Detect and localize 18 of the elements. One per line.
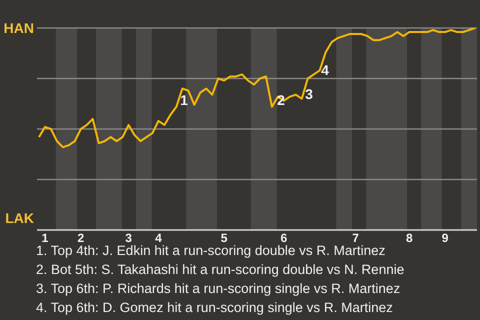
x-tick-label: 9 [442, 231, 449, 245]
text: 4. Top 6th: D. Gomez hit a run-scoring single vs R. Martinez [36, 299, 394, 317]
x-tick-label: 6 [280, 231, 288, 245]
text: 2. Bot 5th: S. Takahashi hit a run-scoring double vs N. Rennie [36, 261, 404, 279]
text: 3. Top 6th: P. Richards hit a run-scoring single vs R. Martinez [36, 280, 402, 298]
text: LAK [5, 210, 34, 226]
x-tick-label: 5 [220, 231, 228, 245]
x-tick-label: 3 [125, 231, 132, 245]
x-tick-label: 2 [77, 231, 84, 245]
text: HAN [4, 20, 34, 36]
annotation: 1 [180, 92, 188, 108]
x-tick-label: 8 [406, 231, 413, 245]
annotation: 4 [321, 62, 330, 78]
annotation: 3 [305, 86, 314, 102]
text: 1. Top 4th: J. Edkin hit a run-scoring double vs R. Martinez [36, 242, 386, 260]
x-tick-label: 4 [155, 231, 162, 245]
x-tick-label: 7 [352, 231, 360, 245]
x-tick-label: 1 [42, 231, 49, 245]
